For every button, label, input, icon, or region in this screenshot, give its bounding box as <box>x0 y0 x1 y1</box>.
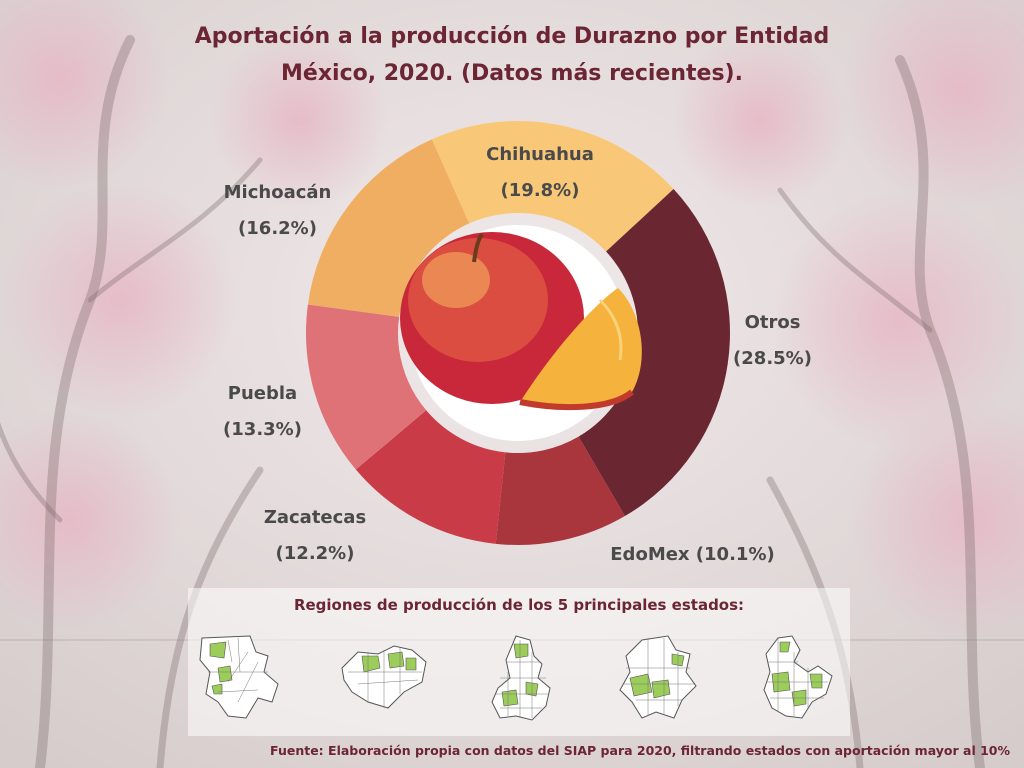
slice-otros <box>578 188 730 517</box>
label-zacatecas-name: Zacatecas <box>263 507 367 528</box>
slice-zacatecas <box>355 410 506 544</box>
puebla-map-icon <box>763 635 833 719</box>
chihuahua-map-icon <box>199 635 279 719</box>
label-zacatecas-pct: (12.2%) <box>275 543 355 564</box>
label-puebla-pct: (13.3%) <box>223 419 302 440</box>
regions-panel: Regiones de producción de los 5 principa… <box>188 588 850 736</box>
label-puebla-name: Puebla <box>227 383 298 404</box>
edomex-map-icon <box>491 635 551 721</box>
source-note: Fuente: Elaboración propia con datos del… <box>270 743 1010 758</box>
label-puebla: Puebla (13.3%) <box>200 376 325 448</box>
michoacan-map-icon <box>341 645 427 709</box>
chart-title-line-2: México, 2020. (Datos más recientes). <box>281 61 743 86</box>
label-michoacan: Michoacán (16.2%) <box>205 175 350 247</box>
chart-title-line-1: Aportación a la producción de Durazno po… <box>194 24 830 49</box>
label-chihuahua: Chihuahua (19.8%) <box>470 137 610 209</box>
label-otros-pct: (28.5%) <box>733 348 812 369</box>
label-michoacan-name: Michoacán <box>223 182 332 203</box>
slice-chihuahua <box>431 120 674 252</box>
peach-image <box>400 225 642 441</box>
zacatecas-map-icon <box>619 635 697 719</box>
label-michoacan-pct: (16.2%) <box>238 218 317 239</box>
label-edomex-text: EdoMex (10.1%) <box>610 544 775 565</box>
label-chihuahua-name: Chihuahua <box>486 144 594 165</box>
slice-edomex <box>495 436 625 545</box>
label-otros: Otros (28.5%) <box>710 305 835 377</box>
label-chihuahua-pct: (19.8%) <box>500 180 580 201</box>
regions-title: Regiones de producción de los 5 principa… <box>293 596 745 614</box>
slice-michoacan <box>307 139 470 317</box>
label-zacatecas: Zacatecas (12.2%) <box>245 500 385 572</box>
label-otros-name: Otros <box>744 312 801 333</box>
label-edomex: EdoMex (10.1%) <box>590 537 795 573</box>
slice-puebla <box>305 304 427 470</box>
